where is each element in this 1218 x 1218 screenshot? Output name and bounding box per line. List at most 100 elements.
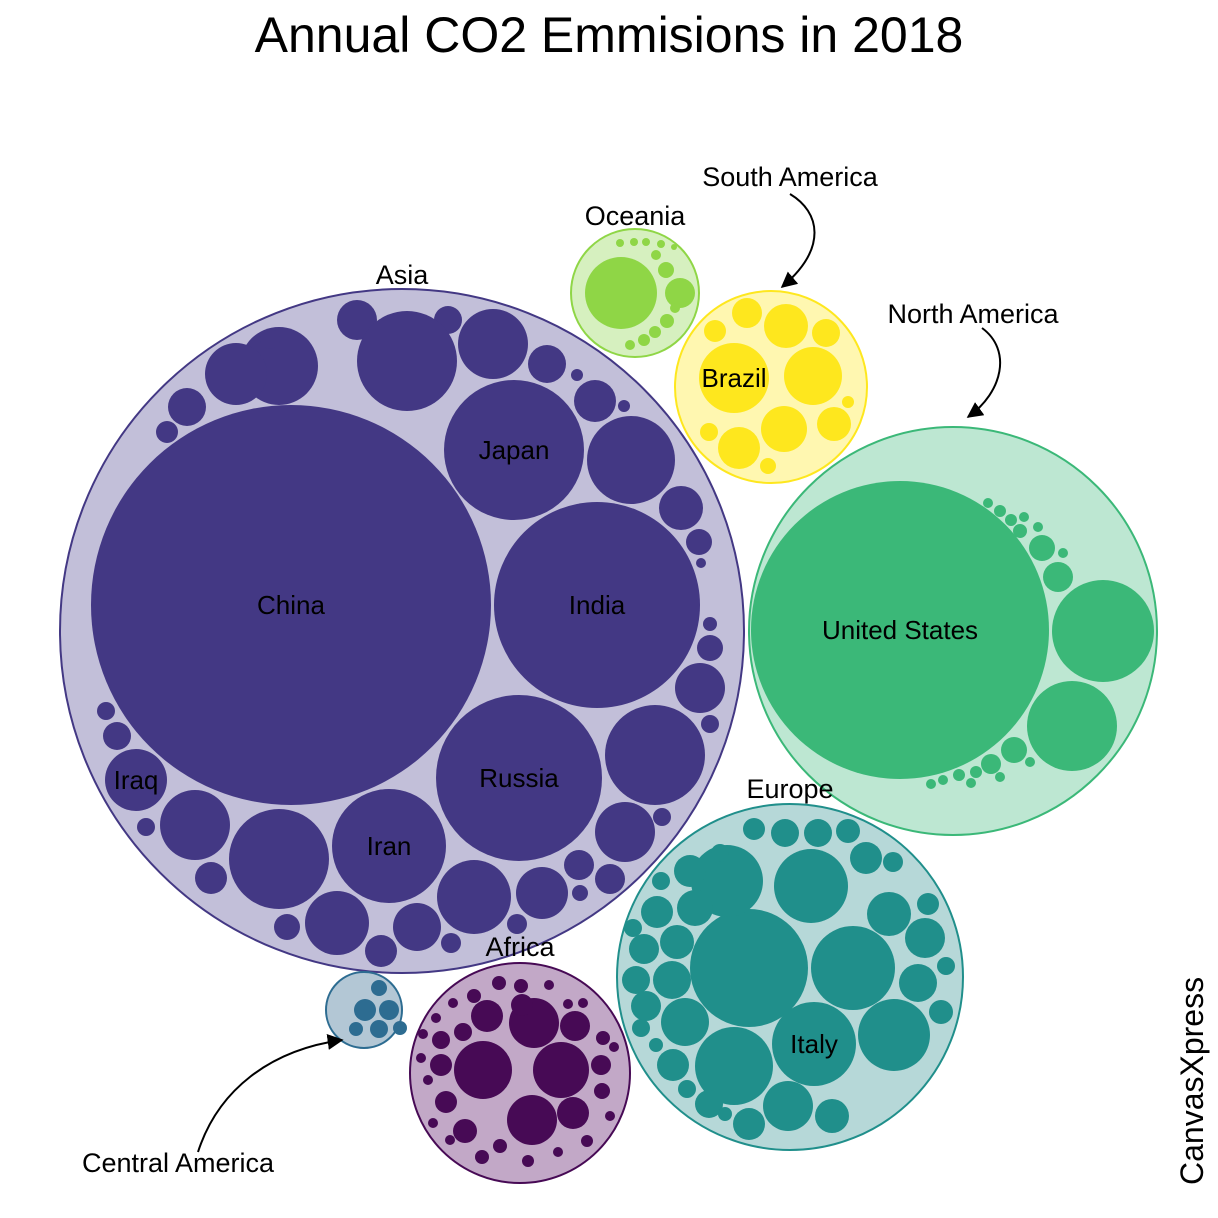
country-bubble-asia-35 <box>274 914 300 940</box>
country-bubble-asia-26 <box>564 850 594 880</box>
country-bubble-north-america-0 <box>1052 580 1154 682</box>
group-label-oceania: Oceania <box>585 201 687 231</box>
country-bubble-europe-11 <box>661 998 709 1046</box>
country-bubble-north-america-5 <box>1033 522 1043 532</box>
country-bubble-asia-15 <box>659 486 703 530</box>
country-bubble-asia-12 <box>574 380 616 422</box>
country-bubble-europe-12 <box>653 961 691 999</box>
country-bubble-europe-36 <box>899 964 937 1002</box>
country-bubble-oceania-9 <box>642 238 650 246</box>
country-bubble-oceania-6 <box>625 340 635 350</box>
country-bubble-africa-2 <box>507 1095 557 1145</box>
country-bubble-asia-18 <box>703 617 717 631</box>
country-bubble-north-america-3 <box>1029 535 1055 561</box>
country-label-united-states: United States <box>822 615 978 645</box>
country-bubble-africa-11 <box>596 1031 610 1045</box>
country-bubble-central-america-2 <box>370 1020 388 1038</box>
country-bubble-japan <box>444 380 584 520</box>
country-bubble-africa-15 <box>514 979 528 993</box>
group-label-asia: Asia <box>376 260 430 290</box>
country-bubble-north-america-16 <box>926 779 936 789</box>
country-bubble-asia-19 <box>697 635 723 661</box>
country-label-brazil: Brazil <box>701 363 766 393</box>
country-label-iraq: Iraq <box>114 765 159 795</box>
country-bubble-oceania-4 <box>649 326 661 338</box>
country-bubble-africa-13 <box>432 1031 450 1049</box>
country-bubble-india <box>494 502 700 708</box>
country-bubble-europe-38 <box>711 844 729 862</box>
country-bubble-africa-19 <box>448 998 458 1008</box>
country-bubble-north-america-1 <box>1027 681 1117 771</box>
country-bubble-africa-26 <box>475 1150 489 1164</box>
country-bubble-asia-28 <box>516 867 568 919</box>
country-bubble-russia <box>436 695 602 861</box>
country-bubble-asia-14 <box>587 416 675 504</box>
country-bubble-africa-6 <box>453 1119 477 1143</box>
country-bubble-africa-5 <box>435 1091 457 1113</box>
country-bubble-oceania-5 <box>638 334 650 346</box>
country-bubble-asia-9 <box>458 309 528 379</box>
country-bubble-europe-32 <box>867 892 911 936</box>
country-bubble-north-america-10 <box>983 498 993 508</box>
country-bubble-italy <box>772 1002 856 1086</box>
country-bubble-africa-28 <box>522 1155 534 1167</box>
country-label-japan: Japan <box>479 435 550 465</box>
country-bubble-north-america-13 <box>970 766 982 778</box>
country-bubble-south-america-1 <box>764 304 808 348</box>
country-bubble-europe-18 <box>624 919 642 937</box>
country-bubble-oceania-13 <box>670 303 680 313</box>
country-bubble-asia-39 <box>137 818 155 836</box>
country-bubble-north-america-2 <box>1043 562 1073 592</box>
country-bubble-asia-25 <box>595 864 625 894</box>
group-label-africa: Africa <box>485 932 555 962</box>
country-bubble-asia-33 <box>365 935 397 967</box>
group-bubbles <box>59 228 1158 1184</box>
country-bubble-asia-11 <box>571 369 583 381</box>
country-bubble-asia-16 <box>686 529 712 555</box>
country-bubble-africa-23 <box>423 1075 433 1085</box>
country-bubble-europe-24 <box>678 1080 696 1098</box>
country-bubble-africa-24 <box>428 1118 438 1128</box>
country-bubble-south-america-7 <box>704 320 726 342</box>
country-bubble-europe-9 <box>695 1090 723 1118</box>
country-bubble-north-america-15 <box>938 775 948 785</box>
country-bubble-north-america-4 <box>1058 548 1068 558</box>
country-bubble-europe-10 <box>657 1049 689 1081</box>
country-bubble-africa-25 <box>445 1135 455 1145</box>
country-bubble-africa-22 <box>416 1053 426 1063</box>
country-bubble-africa-31 <box>605 1111 615 1121</box>
country-bubble-asia-40 <box>103 722 131 750</box>
country-bubble-europe-35 <box>937 957 955 975</box>
country-bubble-africa-17 <box>492 976 506 990</box>
country-bubble-europe-21 <box>631 991 661 1021</box>
country-bubble-oceania-2 <box>658 262 674 278</box>
country-bubble-europe-3 <box>858 999 930 1071</box>
country-bubble-asia-3 <box>156 421 178 443</box>
country-bubble-central-america-1 <box>379 1000 399 1020</box>
country-bubble-oceania-11 <box>616 239 624 247</box>
country-bubble-iraq <box>105 749 167 811</box>
country-bubble-central-america-4 <box>349 1022 363 1036</box>
country-bubble-europe-15 <box>674 855 706 887</box>
country-bubble-asia-32 <box>393 903 441 951</box>
country-bubble-iran <box>332 789 446 903</box>
country-bubble-south-america-9 <box>760 458 776 474</box>
country-label-china: China <box>257 590 325 620</box>
country-bubble-europe-22 <box>649 1038 663 1052</box>
group-label-north-america: North America <box>887 299 1059 329</box>
country-bubble-europe-14 <box>677 890 713 926</box>
country-bubble-asia-34 <box>305 891 369 955</box>
country-bubble-asia-31 <box>441 933 461 953</box>
country-bubble-oceania-7 <box>651 250 661 260</box>
country-bubble-united-states <box>751 481 1049 779</box>
country-bubble-europe-2 <box>774 849 848 923</box>
label-arrow-south-america <box>780 193 816 289</box>
country-bubble-south-america-6 <box>732 298 762 328</box>
country-bubble-south-america-0 <box>784 347 842 405</box>
country-bubble-asia-4 <box>260 329 280 349</box>
country-bubble-south-america-10 <box>842 396 854 408</box>
country-bubble-south-america-8 <box>700 423 718 441</box>
country-bubble-asia-20 <box>675 663 725 713</box>
country-bubble-africa-20 <box>431 1013 441 1023</box>
country-bubble-europe-31 <box>883 852 903 872</box>
